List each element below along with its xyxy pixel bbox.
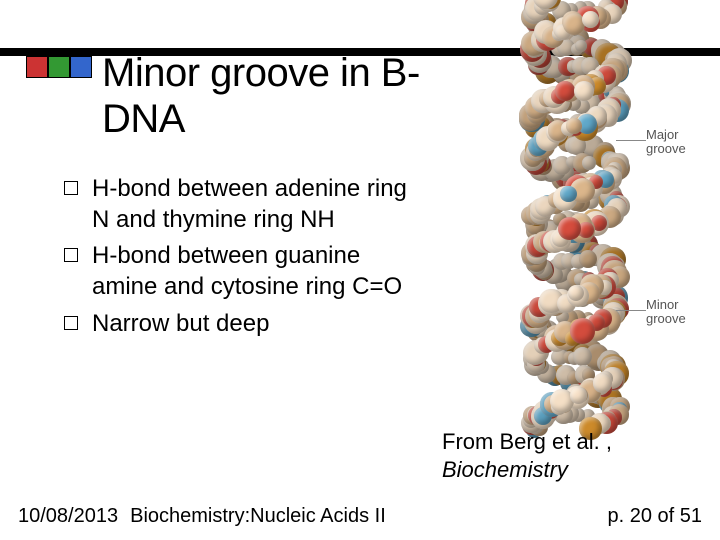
dna-helix-graphic	[510, 0, 640, 430]
caption-source-prefix: From Berg et al. ,	[442, 429, 612, 454]
bullet-marker-icon	[64, 248, 78, 262]
page-current: 20	[630, 505, 652, 527]
footer-date: 10/08/2013	[18, 505, 118, 528]
accent-square-green	[48, 56, 70, 78]
header-accent-squares	[26, 56, 92, 78]
atom-sphere	[570, 387, 587, 404]
label-pointer-line	[616, 140, 646, 141]
accent-square-red	[26, 56, 48, 78]
atom-sphere	[582, 156, 596, 170]
accent-square-blue	[70, 56, 92, 78]
atom-sphere	[574, 81, 594, 101]
page-of: of	[652, 505, 680, 527]
page-total: 51	[680, 505, 702, 527]
footer-course: Biochemistry:Nucleic Acids II	[130, 505, 386, 528]
bullet-text: H-bond between adenine ring N and thymin…	[92, 174, 424, 235]
atom-sphere	[558, 217, 581, 240]
major-groove-label: Major groove	[646, 128, 706, 157]
minor-groove-label: Minor groove	[646, 298, 706, 327]
atom-sphere	[566, 118, 582, 134]
slide-title: Minor groove in B-DNA	[102, 50, 432, 142]
bullet-text: H-bond between guanine amine and cytosin…	[92, 241, 424, 302]
atom-sphere	[579, 250, 597, 268]
bullet-item: H-bond between guanine amine and cytosin…	[64, 241, 424, 302]
slide-footer: 10/08/2013 Biochemistry:Nucleic Acids II…	[18, 505, 702, 528]
bullet-item: Narrow but deep	[64, 309, 424, 340]
atom-sphere	[582, 11, 599, 28]
page-indicator: p. 20 of 51	[607, 505, 702, 528]
bullet-marker-icon	[64, 316, 78, 330]
page-prefix: p.	[607, 505, 629, 527]
atom-sphere	[593, 373, 612, 392]
atom-sphere	[555, 81, 574, 100]
label-pointer-line	[616, 310, 646, 311]
atom-sphere	[570, 318, 595, 343]
figure-caption: From Berg et al. , Biochemistry	[442, 428, 702, 483]
caption-source-title: Biochemistry	[442, 457, 568, 482]
bullet-text: Narrow but deep	[92, 309, 269, 340]
bullet-list: H-bond between adenine ring N and thymin…	[64, 174, 424, 346]
bullet-marker-icon	[64, 181, 78, 195]
atom-sphere	[568, 285, 584, 301]
bullet-item: H-bond between adenine ring N and thymin…	[64, 174, 424, 235]
dna-figure: Major groove Minor groove	[436, 0, 706, 430]
